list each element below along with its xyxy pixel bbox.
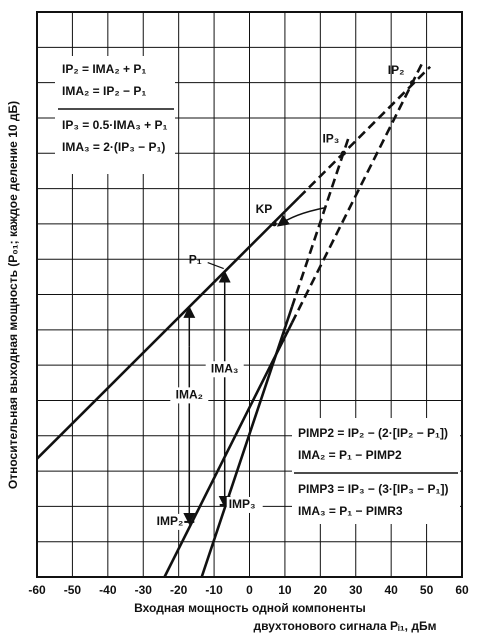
kp-arrow xyxy=(276,207,325,227)
x-axis-title: двухтонового сигнала Pᵢ₁, дБм xyxy=(254,619,437,633)
x-axis-title: Входная мощность одной компоненты xyxy=(134,601,366,615)
point-marker xyxy=(271,221,277,227)
x-tick-label: 10 xyxy=(278,583,292,597)
leader-line xyxy=(207,261,224,270)
point-label: IP₃ xyxy=(322,131,339,145)
x-tick-label: -50 xyxy=(64,583,82,597)
x-tick-label: -30 xyxy=(135,583,153,597)
series-line xyxy=(200,306,294,577)
x-tick-label: 20 xyxy=(314,583,328,597)
point-marker xyxy=(409,80,415,86)
x-tick-label: 40 xyxy=(384,583,398,597)
formula: PIMP2 = IP₂ − (2·[IP₂ − P₁]) xyxy=(298,426,448,440)
arrow-end-label: IMP₃ xyxy=(229,497,256,511)
x-tick-label: -60 xyxy=(28,583,46,597)
x-tick-label: 30 xyxy=(349,583,363,597)
x-tick-label: 0 xyxy=(246,583,253,597)
series-line xyxy=(37,196,301,460)
series-line xyxy=(290,136,350,308)
formula-box xyxy=(292,418,460,524)
x-tick-label: -20 xyxy=(170,583,188,597)
arrow-end-label: IMP₂ xyxy=(157,514,184,528)
x-tick-label: 60 xyxy=(455,583,469,597)
formula: IMA₂ = IP₂ − P₁ xyxy=(62,84,146,98)
series-line xyxy=(298,65,432,199)
formula: IMA₃ = 2·(IP₃ − P₁) xyxy=(62,140,165,154)
point-label: IP₂ xyxy=(388,63,405,77)
x-tick-label: 50 xyxy=(420,583,434,597)
point-label: KP xyxy=(256,202,273,216)
formula: IMA₃ = P₁ − PIMR3 xyxy=(298,504,403,518)
point-marker xyxy=(340,150,346,156)
arrow-label: IMA₂ xyxy=(176,388,203,402)
arrow-label: IMA₃ xyxy=(211,361,239,375)
formula: IMA₂ = P₁ − PIMP2 xyxy=(298,448,402,462)
label-bg xyxy=(170,387,209,404)
label-bg xyxy=(205,361,244,378)
x-tick-label: -10 xyxy=(205,583,223,597)
series-label: P₁ xyxy=(189,253,202,267)
formula: IP₃ = 0.5·IMA₃ + P₁ xyxy=(62,118,167,132)
series-line xyxy=(163,322,294,577)
formula-box xyxy=(55,56,175,174)
x-tick-label: -40 xyxy=(99,583,117,597)
plot-frame xyxy=(36,11,463,578)
formula: IP₂ = IMA₂ + P₁ xyxy=(62,62,146,76)
y-axis-title: Относительная выходная мощность (P₀₁; ка… xyxy=(6,101,20,489)
series-line xyxy=(290,60,425,324)
label-bg xyxy=(147,513,184,530)
label-bg xyxy=(226,496,263,513)
formula: PIMP3 = IP₃ − (3·[IP₃ − P₁]) xyxy=(298,482,448,496)
